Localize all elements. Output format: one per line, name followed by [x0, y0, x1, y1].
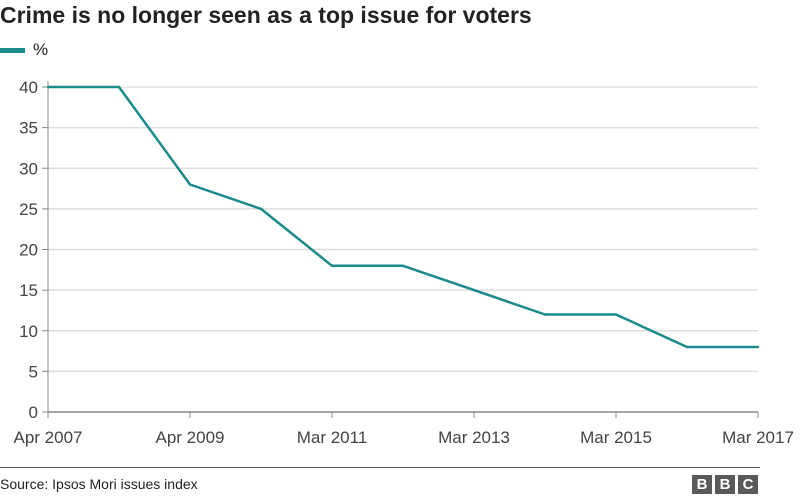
logo-letter-c: C	[738, 475, 758, 494]
data-point-4	[330, 264, 334, 267]
data-point-7	[543, 313, 547, 316]
data-point-6	[472, 288, 476, 292]
x-tick-label: Mar 2011	[297, 428, 368, 447]
y-tick-label: 40	[19, 78, 38, 97]
x-tick-label: Apr 2009	[156, 428, 225, 447]
data-point-1	[117, 85, 121, 89]
y-tick-label: 35	[19, 119, 38, 138]
data-point-5	[401, 264, 405, 267]
legend-swatch	[0, 47, 25, 53]
x-tick-label: Mar 2013	[438, 428, 510, 447]
data-point-3	[259, 207, 263, 211]
logo-letter-b1: B	[692, 475, 712, 494]
x-tick-label: Mar 2017	[722, 428, 794, 447]
y-tick-label: 30	[19, 159, 38, 178]
data-point-2	[188, 183, 192, 186]
logo-letter-b2: B	[715, 475, 735, 494]
source-note: Source: Ipsos Mori issues index	[0, 476, 198, 492]
data-point-9	[685, 345, 689, 349]
y-tick-label: 0	[29, 403, 38, 422]
data-point-0	[46, 85, 50, 89]
chart-title: Crime is no longer seen as a top issue f…	[0, 2, 532, 28]
x-tick-label: Mar 2015	[580, 428, 652, 447]
line-chart: 0 5 10 15 20 25 30 35 40 Apr 2007 Apr 2009 Mar 2011…	[14, 78, 794, 447]
footer-divider	[0, 467, 760, 468]
y-tick-label: 5	[29, 362, 38, 381]
x-tick-label: Apr 2007	[14, 428, 83, 447]
y-tick-label: 20	[19, 241, 38, 260]
bbc-logo: B B C	[692, 475, 758, 494]
y-tick-label: 10	[19, 322, 38, 341]
data-point-10	[756, 345, 760, 349]
chart-legend: %	[0, 40, 48, 60]
legend-label: %	[33, 40, 49, 59]
y-tick-label: 15	[19, 281, 38, 300]
data-point-8	[614, 313, 618, 316]
y-tick-label: 25	[19, 200, 38, 219]
series-line-0	[48, 85, 758, 349]
